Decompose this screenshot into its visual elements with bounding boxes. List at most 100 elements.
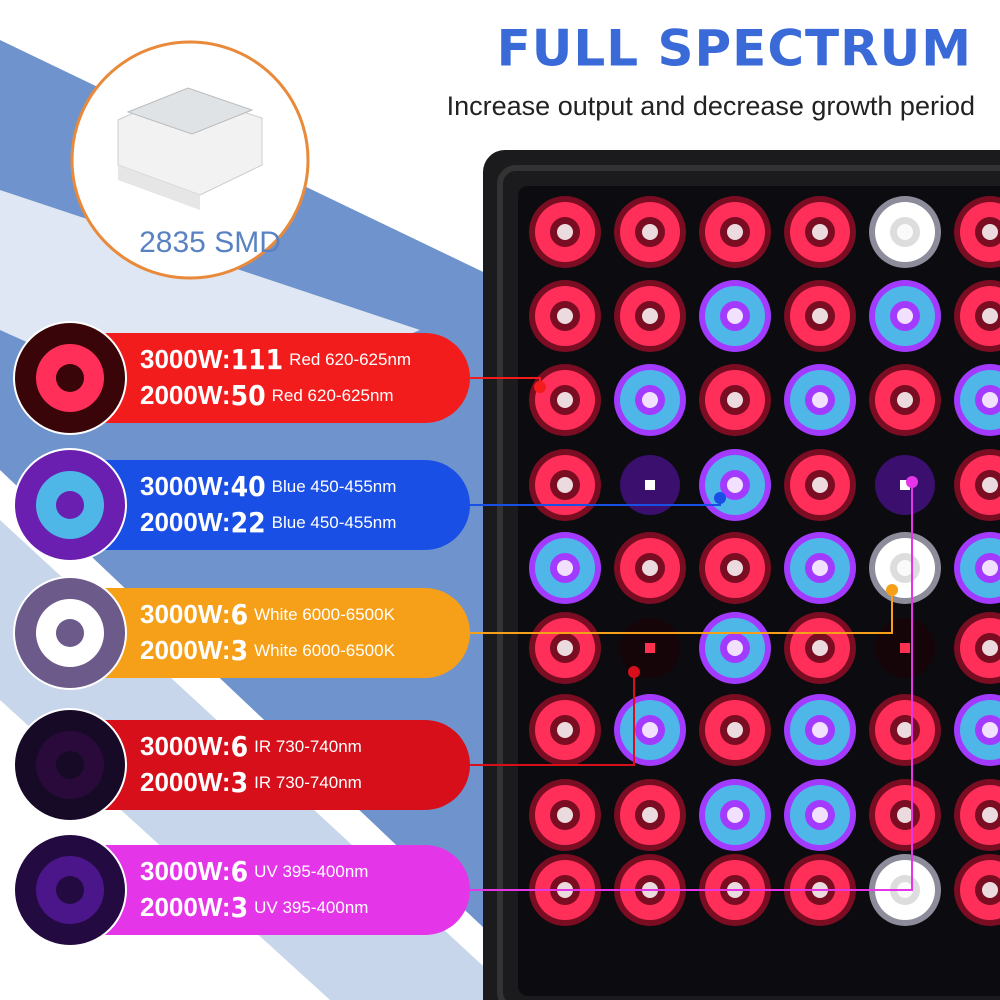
led-chip [727,560,743,576]
spec: UV 395-400nm [254,898,368,917]
led-chip [727,224,743,240]
led-chip [557,807,573,823]
spec: White 6000-6500K [254,641,395,660]
led-chip [557,477,573,493]
led-chip [557,560,573,576]
spec-item: 3000W:6 IR 730-740nm 2000W:3 IR 730-740nm [13,666,640,822]
model: 3000W: [140,344,231,374]
led-chip [812,224,828,240]
led-chip [557,224,573,240]
led-chip [982,807,998,823]
spec-line: 2000W:22 Blue 450-455nm [140,506,396,539]
connector-dot [886,584,898,596]
led-chip [727,722,743,738]
spec-line: 3000W:111 Red 620-625nm [140,343,411,376]
led-chip [897,392,913,408]
spec: IR 730-740nm [254,737,362,756]
count: 3 [231,766,249,799]
connector-dot [628,666,640,678]
connector [470,672,635,766]
spec: IR 730-740nm [254,773,362,792]
chip-label: 2835 SMD [139,226,281,259]
spec-pill [15,333,470,423]
model: 2000W: [140,380,231,410]
led-chip [642,308,658,324]
spec: White 6000-6500K [254,605,395,624]
spec-item: 3000W:6 White 6000-6500K 2000W:3 White 6000… [13,576,898,690]
led-chip [982,224,998,240]
led-chip [812,392,828,408]
led-chip [557,640,573,656]
count: 6 [231,855,249,888]
led-chip [897,807,913,823]
led-chip [982,477,998,493]
spec-icon-core [56,876,84,904]
led-chip [557,392,573,408]
spec: Red 620-625nm [272,386,394,405]
count: 6 [231,598,249,631]
led-chip [642,722,658,738]
spec-line: 3000W:40 Blue 450-455nm [140,470,396,503]
spec-line: 2000W:3 IR 730-740nm [140,766,362,799]
spec: Blue 450-455nm [272,477,397,496]
connector [470,482,913,891]
spec-icon-core [56,364,84,392]
connector-dot [534,381,546,393]
count: 6 [231,730,249,763]
led-chip [642,560,658,576]
spec-pill [15,460,470,550]
led-chip [557,308,573,324]
led-chip [982,640,998,656]
subtitle: Increase output and decrease growth peri… [447,91,975,121]
spec-line: 3000W:6 UV 395-400nm [140,855,368,888]
count: 40 [231,470,266,503]
led-chip [982,308,998,324]
led-chip [645,480,655,490]
led-chip [812,308,828,324]
model: 2000W: [140,892,231,922]
spec-pill [15,588,470,678]
spec-pill [15,720,470,810]
led-chip [982,392,998,408]
led-chip [897,722,913,738]
spec-icon-core [56,491,84,519]
count: 22 [231,506,266,539]
led-chip [812,807,828,823]
spec-pill [15,845,470,935]
count: 111 [231,343,284,376]
chip-icon [117,87,263,210]
model: 2000W: [140,635,231,665]
spec: Blue 450-455nm [272,513,397,532]
led-chip [642,807,658,823]
spec-icon-core [56,619,84,647]
led-chip [900,480,910,490]
spec-line: 3000W:6 IR 730-740nm [140,730,362,763]
led-chip [727,477,743,493]
panel-rim [497,165,1000,1000]
led-chip [897,560,913,576]
led-chip [727,807,743,823]
led-chip [812,477,828,493]
connector-dot [714,492,726,504]
model: 2000W: [140,767,231,797]
count: 50 [231,379,266,412]
model: 2000W: [140,507,231,537]
led-grid [529,196,1000,926]
led-chip [645,643,655,653]
led-chip [900,643,910,653]
led-chip [727,392,743,408]
connector [470,590,893,634]
model: 3000W: [140,599,231,629]
led-chip [897,224,913,240]
led-chip [812,722,828,738]
led-chip [982,882,998,898]
spec-item: 3000W:40 Blue 450-455nm 2000W:22 Blue 450-4… [13,448,726,562]
led-chip [982,560,998,576]
led-chip [557,722,573,738]
spec-item: 3000W:111 Red 620-625nm 2000W:50 Red 620-62… [13,321,546,435]
spec: UV 395-400nm [254,862,368,881]
